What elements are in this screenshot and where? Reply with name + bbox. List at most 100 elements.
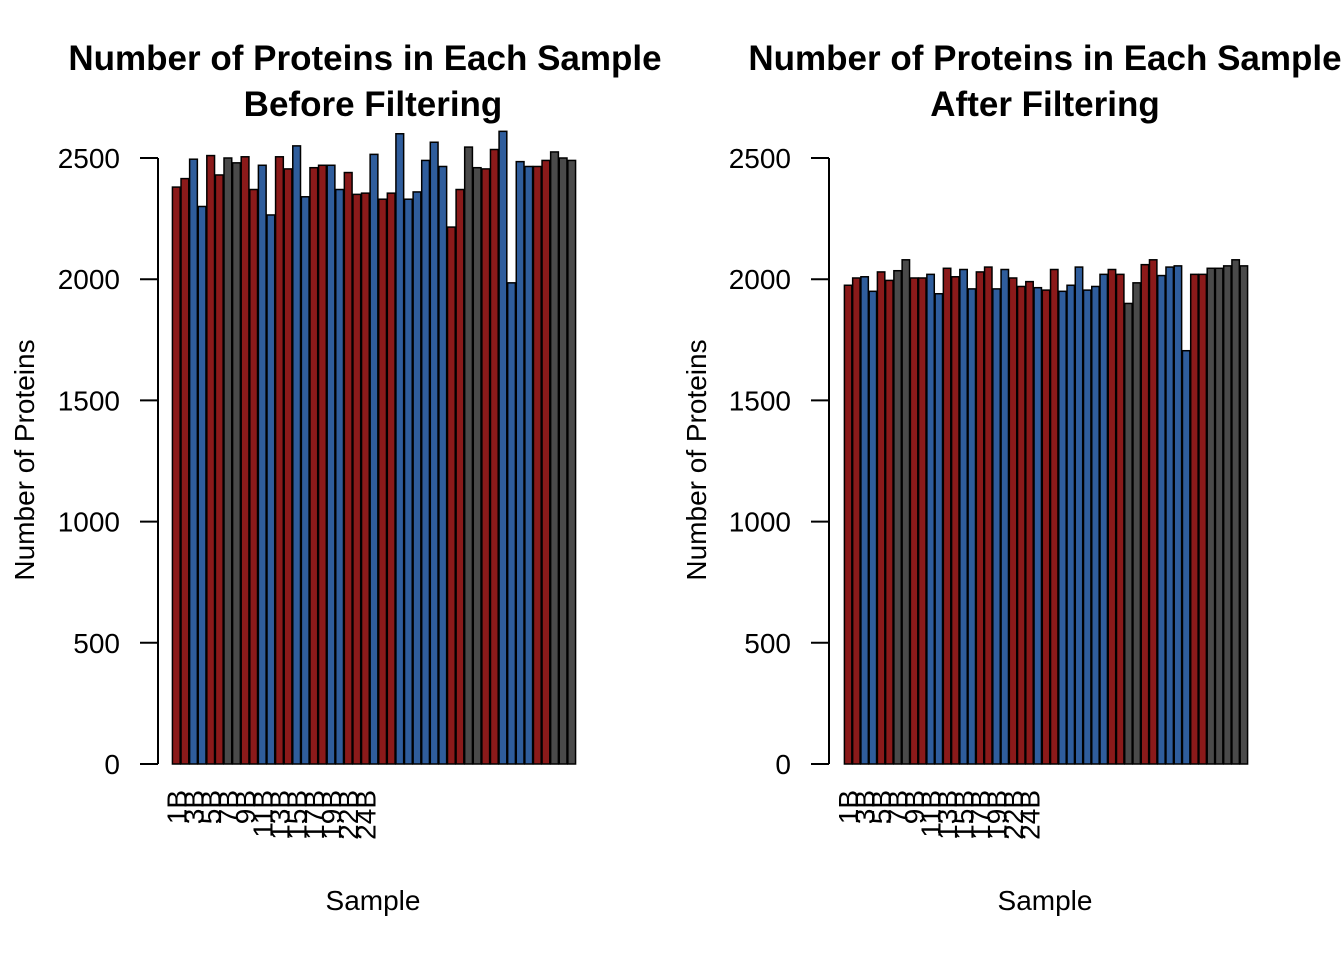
bar xyxy=(558,157,568,765)
bar xyxy=(403,198,414,765)
bar xyxy=(1239,265,1249,765)
bar xyxy=(1041,289,1051,765)
bar xyxy=(274,156,285,765)
x-tick-label: 1B xyxy=(833,790,864,824)
bar xyxy=(549,151,560,765)
bar xyxy=(1016,285,1026,765)
bar xyxy=(950,276,960,765)
bar xyxy=(1099,273,1109,765)
bar xyxy=(214,174,224,765)
bar xyxy=(926,273,936,765)
chart-title-line2: Before Filtering xyxy=(244,85,503,124)
bar xyxy=(1165,266,1175,765)
x-tick-label: 7B xyxy=(883,790,914,824)
chart-title-line1: Number of Proteins in Each Sample xyxy=(68,39,661,78)
chart-title-line1: Number of Proteins in Each Sample xyxy=(748,39,1341,78)
bar xyxy=(934,292,944,765)
x-tick-label: 5B xyxy=(866,790,897,824)
bar xyxy=(438,165,448,765)
bar xyxy=(498,130,508,765)
bar xyxy=(309,166,319,765)
bar xyxy=(257,164,267,765)
bar xyxy=(992,288,1001,765)
bar xyxy=(446,226,456,765)
bar xyxy=(1198,273,1208,765)
bar xyxy=(1206,267,1216,765)
bar xyxy=(326,164,336,765)
bar xyxy=(1107,268,1117,765)
bar xyxy=(171,186,181,765)
bar xyxy=(429,141,439,765)
bar xyxy=(283,168,293,765)
bar xyxy=(1066,284,1076,765)
bar xyxy=(567,159,577,765)
bar xyxy=(266,214,276,765)
bar xyxy=(197,205,207,765)
bar xyxy=(1181,349,1191,765)
bar xyxy=(884,279,894,765)
y-tick-label: 2500 xyxy=(729,143,791,174)
bar xyxy=(420,159,431,765)
bar xyxy=(317,164,328,765)
bar xyxy=(188,158,199,765)
x-tick-label: 1B xyxy=(161,790,192,824)
bar xyxy=(1148,259,1158,765)
chart-before-filtering: Number of Proteins in Each Sample Before… xyxy=(9,39,662,916)
bar xyxy=(1173,265,1183,765)
bar xyxy=(524,165,534,765)
bar xyxy=(489,148,499,765)
bar xyxy=(481,168,491,765)
y-tick-label: 2000 xyxy=(729,264,791,295)
x-tick-label: 19B xyxy=(982,790,1013,840)
x-tick-label: 24B xyxy=(350,790,381,840)
bar xyxy=(983,266,993,765)
bar xyxy=(352,193,362,765)
y-axis-label: Number of Proteins xyxy=(681,339,712,580)
bar xyxy=(1140,263,1150,765)
x-tick-label: 15B xyxy=(949,790,980,840)
x-tick-label: 9B xyxy=(899,790,930,824)
bar xyxy=(1132,282,1142,765)
bar xyxy=(901,259,911,765)
x-tick-label: 22B xyxy=(333,790,364,840)
x-tick-label: 24B xyxy=(1015,790,1046,840)
bar xyxy=(334,188,345,765)
bar xyxy=(300,196,310,765)
y-tick-label: 1500 xyxy=(729,385,791,416)
bar xyxy=(1049,268,1059,765)
bar xyxy=(223,157,233,765)
bar xyxy=(541,159,551,765)
bar xyxy=(1000,268,1010,765)
y-tick-label: 500 xyxy=(73,628,120,659)
y-tick-label: 2000 xyxy=(58,264,120,295)
bar xyxy=(1082,289,1092,765)
bar xyxy=(240,156,250,765)
bar xyxy=(942,267,952,765)
bar xyxy=(909,277,919,765)
bar xyxy=(515,160,525,765)
bar xyxy=(292,145,302,765)
bar xyxy=(1214,267,1224,765)
bar xyxy=(1025,280,1034,765)
x-tick-label: 7B xyxy=(213,790,244,824)
y-axis-label: Number of Proteins xyxy=(9,339,40,580)
y-tick-label: 1000 xyxy=(58,507,120,538)
x-tick-label: 3B xyxy=(178,790,209,824)
x-tick-label: 22B xyxy=(998,790,1029,840)
y-tick-label: 1000 xyxy=(729,507,791,538)
x-tick-label: 17B xyxy=(965,790,996,840)
x-tick-label: 11B xyxy=(247,790,278,838)
x-tick-label: 19B xyxy=(316,790,347,840)
bar xyxy=(851,277,861,765)
bar xyxy=(1091,285,1100,765)
x-tick-label: 15B xyxy=(282,790,313,840)
bar xyxy=(395,133,405,765)
bar xyxy=(1008,277,1018,765)
bar xyxy=(1074,266,1084,765)
y-tick-label: 0 xyxy=(104,749,120,780)
bar xyxy=(868,290,878,765)
bar xyxy=(463,146,474,765)
x-tick-label: 13B xyxy=(932,790,963,840)
y-tick-label: 0 xyxy=(775,749,791,780)
bar xyxy=(1115,273,1125,765)
